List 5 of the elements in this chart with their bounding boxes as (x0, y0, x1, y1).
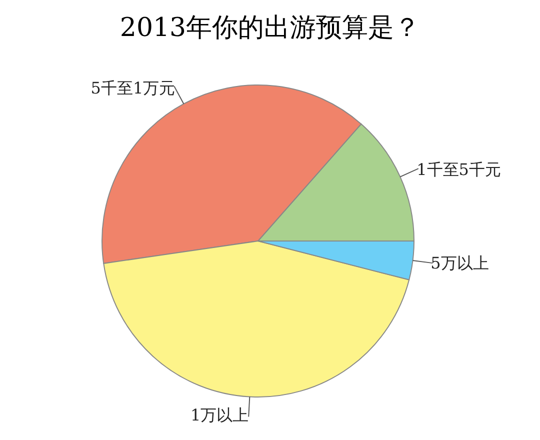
slice-label: 5千至1万元 (90, 78, 176, 98)
chart-title: 2013年你的出游预算是？ (118, 12, 422, 45)
slice-label: 1万以上 (190, 405, 249, 424)
slice-label: 5万以上 (430, 253, 489, 272)
slice-label: 1千至5千元 (416, 160, 501, 179)
